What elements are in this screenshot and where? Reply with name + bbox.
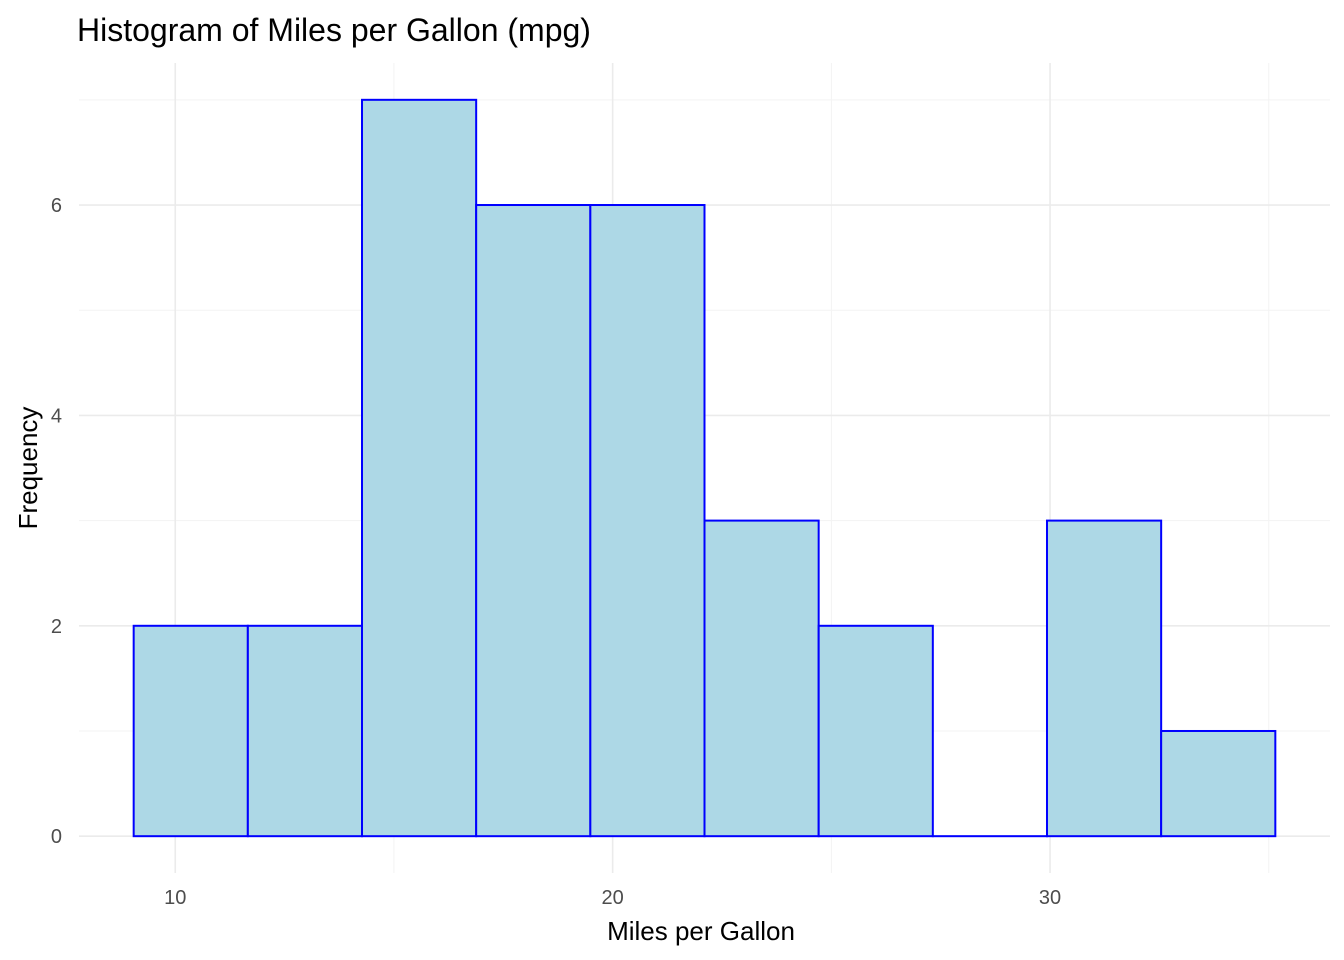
- x-axis-title: Miles per Gallon: [607, 916, 795, 946]
- histogram-bar: [817, 624, 934, 838]
- histogram-bars: [132, 98, 1277, 838]
- histogram-bar: [1045, 519, 1163, 838]
- x-tick-label: 10: [164, 887, 186, 909]
- histogram-bar: [361, 98, 478, 838]
- histogram-bar: [475, 204, 592, 838]
- histogram-bar: [589, 204, 706, 838]
- histogram-bar: [132, 624, 249, 838]
- histogram-bar: [703, 519, 820, 838]
- chart-title: Histogram of Miles per Gallon (mpg): [77, 12, 591, 48]
- y-tick-label: 2: [51, 616, 62, 638]
- histogram-bar: [246, 624, 364, 838]
- y-tick-label: 4: [51, 405, 62, 427]
- y-axis-title: Frequency: [13, 407, 43, 530]
- y-tick-label: 6: [51, 195, 62, 217]
- x-tick-label: 20: [602, 887, 624, 909]
- y-tick-labels: 0 2 4 6: [51, 195, 62, 848]
- histogram-bar: [1160, 729, 1277, 838]
- x-tick-label: 30: [1039, 887, 1061, 909]
- x-tick-labels: 10 20 30: [164, 887, 1061, 909]
- y-tick-label: 0: [51, 826, 62, 848]
